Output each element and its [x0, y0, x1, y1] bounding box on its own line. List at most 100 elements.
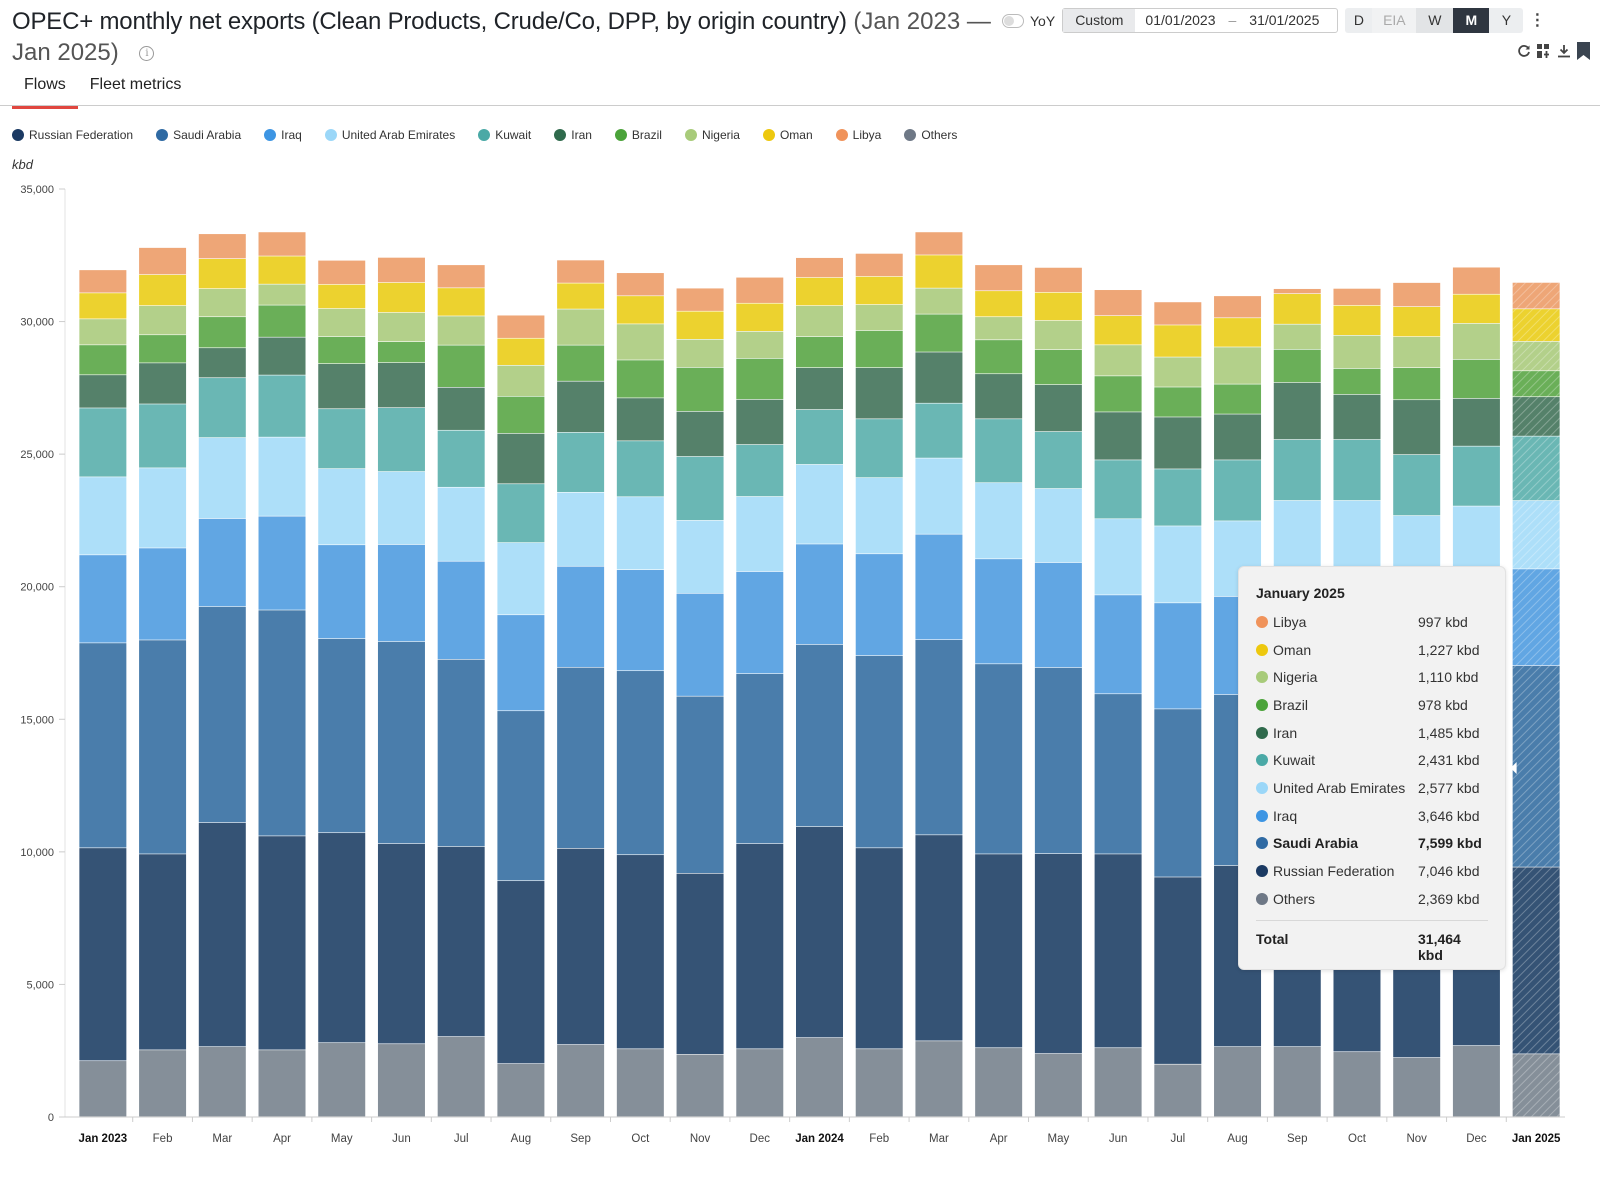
- bar-segment-brazil[interactable]: [616, 360, 664, 398]
- bar-segment-russian-federation[interactable]: [1034, 853, 1082, 1054]
- bar-segment-russian-federation[interactable]: [1154, 877, 1202, 1064]
- bar-segment-nigeria[interactable]: [437, 316, 485, 345]
- bar-segment-nigeria[interactable]: [616, 324, 664, 360]
- bar-segment-saudi-arabia[interactable]: [258, 610, 306, 836]
- bar-segment-iraq[interactable]: [855, 554, 903, 656]
- bar-segment-kuwait[interactable]: [139, 404, 187, 468]
- bar-segment-kuwait[interactable]: [1452, 446, 1500, 506]
- bar-segment-others[interactable]: [79, 1061, 127, 1117]
- bar-segment-russian-federation[interactable]: [79, 848, 127, 1061]
- bar-segment-others[interactable]: [198, 1047, 246, 1117]
- legend-item-iran[interactable]: Iran: [554, 128, 592, 142]
- bar-segment-iraq[interactable]: [975, 559, 1023, 664]
- bar-segment-saudi-arabia[interactable]: [1034, 667, 1082, 854]
- bar-segment-iran[interactable]: [915, 352, 963, 403]
- bar-segment-iran[interactable]: [616, 398, 664, 441]
- bar-segment-united-arab-emirates[interactable]: [676, 520, 724, 594]
- end-date-input[interactable]: 31/01/2025: [1249, 12, 1320, 28]
- bar-segment-others[interactable]: [318, 1043, 366, 1117]
- bar-segment-united-arab-emirates[interactable]: [139, 468, 187, 548]
- bar-segment-russian-federation[interactable]: [915, 835, 963, 1041]
- bar-segment-others[interactable]: [1094, 1048, 1142, 1117]
- bar-segment-nigeria[interactable]: [676, 339, 724, 368]
- bar-segment-saudi-arabia[interactable]: [796, 644, 843, 827]
- bar-segment-russian-federation[interactable]: [437, 846, 485, 1037]
- bar-segment-united-arab-emirates[interactable]: [736, 496, 784, 572]
- bar-segment-russian-federation[interactable]: [616, 855, 664, 1049]
- bar-segment-united-arab-emirates[interactable]: [497, 542, 545, 615]
- bar-segment-oman[interactable]: [497, 338, 545, 365]
- bar-segment-saudi-arabia[interactable]: [736, 673, 784, 844]
- legend-item-united-arab-emirates[interactable]: United Arab Emirates: [324, 128, 455, 142]
- bar-segment-united-arab-emirates[interactable]: [855, 478, 903, 554]
- bar-segment-others[interactable]: [1214, 1047, 1262, 1117]
- bar-segment-iraq[interactable]: [79, 555, 127, 643]
- bar-segment-iran[interactable]: [437, 387, 485, 430]
- bar-segment-russian-federation[interactable]: [736, 843, 784, 1049]
- bar-segment-kuwait[interactable]: [676, 456, 724, 521]
- bar-segment-kuwait[interactable]: [1214, 460, 1262, 521]
- bar-segment-iran[interactable]: [557, 381, 605, 433]
- bar-segment-libya[interactable]: [736, 277, 784, 303]
- bar-segment-brazil[interactable]: [975, 340, 1023, 374]
- bar-segment-nigeria[interactable]: [915, 288, 963, 314]
- bar-segment-kuwait[interactable]: [198, 378, 246, 438]
- bar-stack[interactable]: [377, 257, 425, 1117]
- bar-segment-kuwait[interactable]: [437, 430, 485, 487]
- bar-segment-kuwait[interactable]: [497, 484, 545, 543]
- bar-segment-iraq[interactable]: [258, 516, 306, 610]
- period-d-button[interactable]: D: [1353, 12, 1364, 28]
- bar-segment-iraq[interactable]: [676, 593, 724, 696]
- bar-segment-libya[interactable]: [1333, 288, 1381, 306]
- bar-stack[interactable]: [676, 288, 724, 1117]
- bar-segment-kuwait[interactable]: [616, 441, 664, 497]
- bar-stack[interactable]: [616, 273, 664, 1117]
- bar-segment-brazil[interactable]: [497, 396, 545, 434]
- bar-segment-united-arab-emirates[interactable]: [318, 468, 366, 545]
- bar-segment-brazil[interactable]: [1154, 387, 1202, 417]
- bar-segment-libya[interactable]: [318, 260, 366, 285]
- bar-segment-libya[interactable]: [1094, 290, 1142, 316]
- bar-segment-saudi-arabia[interactable]: [79, 643, 127, 848]
- bar-segment-oman[interactable]: [676, 311, 724, 340]
- bar-segment-others[interactable]: [497, 1063, 545, 1117]
- bar-segment-kuwait[interactable]: [855, 419, 903, 478]
- bar-segment-iran[interactable]: [1273, 382, 1321, 440]
- bar-segment-united-arab-emirates[interactable]: [557, 492, 605, 566]
- bar-segment-iraq[interactable]: [198, 518, 246, 607]
- bar-segment-libya[interactable]: [79, 270, 127, 293]
- bar-segment-iran[interactable]: [736, 399, 784, 445]
- bar-segment-others[interactable]: [796, 1037, 843, 1117]
- bar-segment-iran[interactable]: [1094, 412, 1142, 460]
- legend-item-brazil[interactable]: Brazil: [614, 128, 662, 142]
- bar-segment-iraq[interactable]: [1154, 603, 1202, 709]
- bar-segment-libya[interactable]: [1452, 267, 1500, 294]
- bar-segment-kuwait[interactable]: [1393, 454, 1441, 516]
- bar-segment-iran[interactable]: [258, 337, 306, 375]
- bar-segment-iran[interactable]: [796, 367, 843, 410]
- bar-segment-iran[interactable]: [1393, 400, 1441, 455]
- bar-segment-united-arab-emirates[interactable]: [1034, 488, 1082, 563]
- bar-segment-united-arab-emirates[interactable]: [975, 483, 1023, 559]
- bar-segment-others[interactable]: [437, 1036, 485, 1117]
- bar-segment-oman[interactable]: [1094, 316, 1142, 345]
- bar-segment-iran[interactable]: [377, 362, 425, 408]
- download-icon[interactable]: [1557, 44, 1571, 63]
- bar-segment-russian-federation[interactable]: [258, 836, 306, 1050]
- bar-segment-iran[interactable]: [198, 348, 246, 378]
- bar-segment-others[interactable]: [1273, 1047, 1321, 1117]
- legend-item-oman[interactable]: Oman: [762, 128, 813, 142]
- bar-segment-others[interactable]: [676, 1054, 724, 1117]
- bar-segment-brazil[interactable]: [377, 341, 425, 363]
- bar-stack[interactable]: [915, 232, 963, 1117]
- bar-stack[interactable]: [1512, 282, 1560, 1117]
- bar-segment-others[interactable]: [258, 1050, 306, 1117]
- bar-segment-iran[interactable]: [855, 367, 903, 419]
- bar-segment-iran[interactable]: [79, 375, 127, 408]
- bar-segment-others[interactable]: [1452, 1045, 1500, 1117]
- bar-segment-united-arab-emirates[interactable]: [1333, 500, 1381, 574]
- add-widget-icon[interactable]: [1537, 44, 1551, 63]
- bar-segment-nigeria[interactable]: [318, 308, 366, 337]
- info-icon[interactable]: i: [139, 46, 155, 61]
- bar-segment-oman[interactable]: [139, 274, 187, 306]
